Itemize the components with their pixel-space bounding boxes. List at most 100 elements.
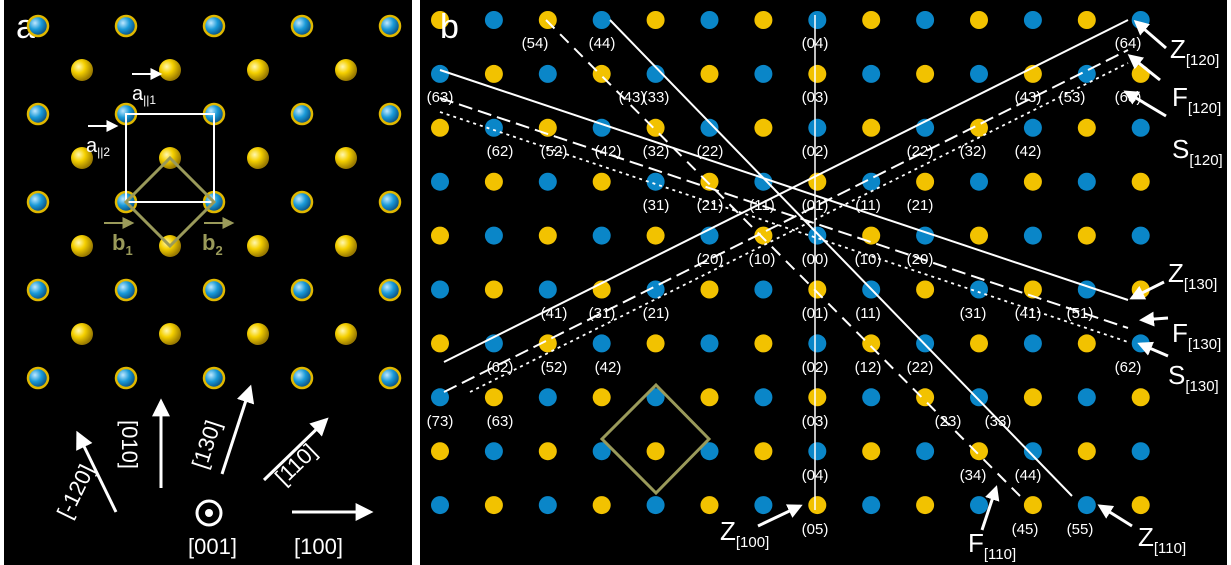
dot-blue	[431, 64, 449, 83]
dot-yellow	[808, 280, 827, 299]
zone-line-f130	[439, 97, 1129, 329]
label-s130: S[130]	[1168, 360, 1219, 395]
label-z100: Z[100]	[720, 516, 769, 551]
arrow-z110	[1097, 504, 1133, 528]
dot-blue	[592, 11, 611, 29]
sphere-blue	[114, 14, 138, 38]
dir-130-label: [130]	[187, 417, 226, 471]
b1-label: b1	[112, 230, 133, 258]
miller-index: (44)	[1015, 467, 1042, 484]
miller-index: (41)	[1015, 305, 1042, 322]
dir-010-label: [010]	[117, 420, 142, 469]
dot-blue	[646, 496, 665, 515]
miller-index: (20)	[697, 251, 724, 268]
sphere-blue	[26, 278, 50, 302]
dot-yellow	[862, 11, 881, 29]
dir-130-arrow	[220, 384, 255, 475]
miller-index: (10)	[749, 251, 776, 268]
dot-yellow	[431, 334, 449, 353]
dot-yellow	[970, 334, 988, 353]
dot-blue	[431, 496, 449, 515]
sphere-yellow	[335, 147, 357, 169]
dot-yellow	[1023, 172, 1042, 191]
sphere-yellow	[247, 323, 269, 345]
dot-yellow	[431, 118, 449, 137]
dir-100-label: [100]	[294, 534, 343, 559]
miller-index: (21)	[907, 197, 934, 214]
panel-a: a a||1	[4, 0, 412, 565]
panel-b-atoms	[431, 11, 1150, 515]
miller-index: (62)	[1115, 359, 1142, 376]
dot-blue	[862, 64, 881, 83]
dot-yellow	[1131, 172, 1150, 191]
miller-index: (51)	[1067, 305, 1094, 322]
dot-yellow	[592, 496, 611, 515]
dot-yellow	[646, 442, 665, 461]
sphere-yellow	[71, 235, 93, 257]
miller-index: (21)	[643, 305, 670, 322]
dot-blue	[1077, 496, 1096, 515]
dot-blue	[1023, 118, 1042, 137]
label-f130: F[130]	[1172, 318, 1221, 353]
dot-yellow	[700, 64, 719, 83]
dot-yellow	[754, 11, 773, 29]
label-z110: Z[110]	[1138, 522, 1186, 557]
dot-yellow	[484, 172, 503, 191]
dot-blue	[538, 388, 557, 407]
dot-yellow	[1131, 388, 1150, 407]
dot-blue	[646, 64, 665, 83]
dot-yellow	[538, 11, 557, 29]
dot-yellow	[646, 11, 665, 29]
dot-yellow	[431, 11, 449, 29]
arrow-f120	[1127, 54, 1161, 82]
dot-blue	[1077, 388, 1096, 407]
dot-yellow	[700, 172, 719, 191]
sphere-yellow	[159, 323, 181, 345]
dot-yellow	[808, 496, 827, 515]
panel-a-lattice: a||1 a||2 b1 b2 [-120] [010] [130] [110]…	[26, 14, 402, 559]
miller-index: (21)	[697, 197, 724, 214]
dot-yellow	[700, 388, 719, 407]
a1-label: a||1	[132, 83, 156, 107]
dot-yellow	[484, 496, 503, 515]
dot-blue	[808, 118, 827, 137]
sphere-blue	[290, 278, 314, 302]
arrow-z120	[1133, 20, 1167, 50]
dot-yellow	[754, 334, 773, 353]
sphere-yellow	[71, 323, 93, 345]
sphere-yellow	[335, 235, 357, 257]
dot-yellow	[1077, 11, 1096, 29]
dot-yellow	[862, 442, 881, 461]
dot-blue	[754, 64, 773, 83]
miller-index: (03)	[802, 413, 829, 430]
sphere-yellow	[159, 59, 181, 81]
miller-index: (31)	[960, 305, 987, 322]
arrow-s130	[1137, 341, 1169, 358]
miller-index: (33)	[643, 89, 670, 106]
miller-index: (73)	[427, 413, 454, 430]
dot-yellow	[431, 226, 449, 245]
sphere-blue	[378, 102, 402, 126]
dot-yellow	[700, 280, 719, 299]
label-z120: Z[120]	[1170, 34, 1219, 69]
dot-blue	[484, 11, 503, 29]
sphere-yellow	[71, 147, 93, 169]
dot-blue	[538, 280, 557, 299]
miller-index: (31)	[643, 197, 670, 214]
sphere-yellow	[247, 147, 269, 169]
sphere-blue	[202, 366, 226, 390]
sphere-yellow	[335, 323, 357, 345]
miller-index: (12)	[855, 359, 882, 376]
dot-yellow	[1077, 226, 1096, 245]
dot-yellow	[484, 280, 503, 299]
dir-120-arrow	[76, 430, 118, 513]
miller-index: (11)	[855, 197, 881, 214]
arrow-z100	[757, 504, 803, 528]
dot-yellow	[1131, 496, 1150, 515]
sphere-blue	[114, 278, 138, 302]
cell-diamond	[123, 155, 217, 249]
dot-yellow	[592, 388, 611, 407]
sphere-blue	[378, 278, 402, 302]
miller-index: (55)	[1067, 521, 1094, 538]
dot-blue	[1023, 11, 1042, 29]
